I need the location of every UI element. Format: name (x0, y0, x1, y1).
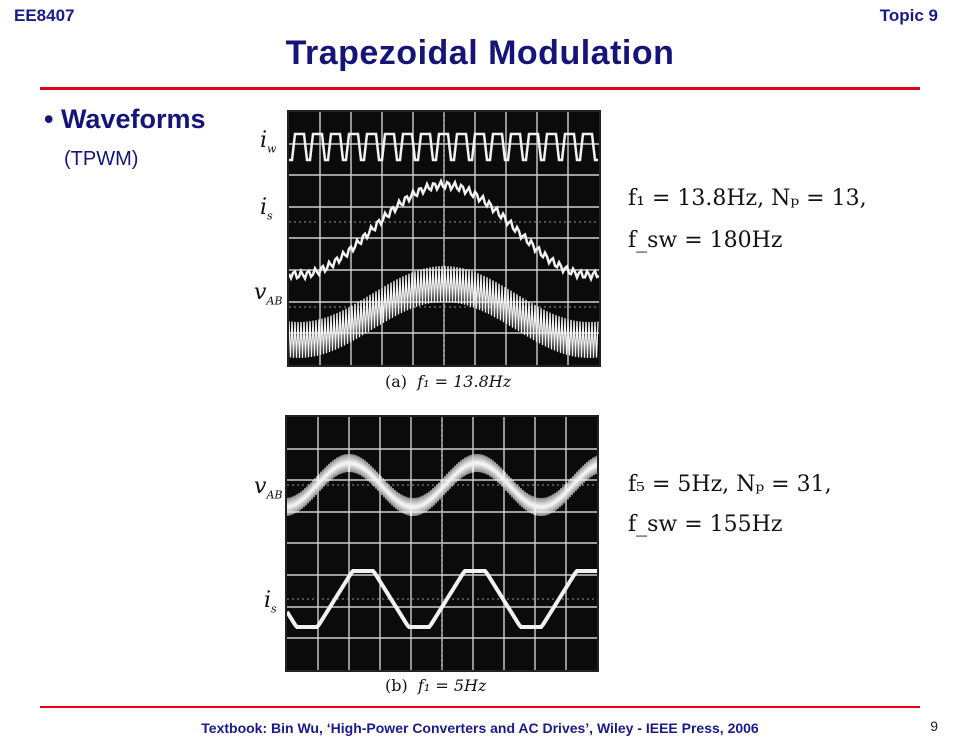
trace-is-a (289, 177, 599, 283)
signal-label-iw: iw (260, 128, 277, 156)
oscilloscope-trace-a (287, 110, 601, 367)
params-b-line1: f₅ = 5Hz, Nₚ = 31, (628, 472, 832, 497)
caption-b: (b) f₁ = 5Hz (385, 676, 487, 695)
scope-a-dotted-axes (289, 112, 599, 365)
signal-label-is-b: is (264, 588, 277, 616)
scope-b-svg (287, 417, 597, 670)
footer-divider (40, 706, 920, 708)
title-divider (40, 87, 920, 90)
trace-is-b (287, 569, 597, 629)
params-a-line1: f₁ = 13.8Hz, Nₚ = 13, (628, 186, 867, 211)
signal-label-is: is (260, 195, 273, 223)
scope-a-svg (289, 112, 599, 365)
topic-label: Topic 9 (879, 6, 938, 25)
bullet-subheading: (TPWM) (64, 148, 139, 170)
trace-vab-a (289, 265, 599, 359)
trace-iw-a (289, 132, 598, 162)
caption-a: (a) f₁ = 13.8Hz (385, 372, 512, 391)
trace-vab-b (287, 453, 597, 517)
footer-citation: Textbook: Bin Wu, ‘High-Power Converters… (201, 720, 759, 736)
signal-label-vab-b: vAB (254, 474, 283, 502)
slide-title: Trapezoidal Modulation (285, 34, 675, 72)
params-a-line2: f_sw = 180Hz (628, 228, 783, 253)
page-number: 9 (930, 718, 938, 734)
params-b-line2: f_sw = 155Hz (628, 512, 783, 537)
oscilloscope-trace-b (285, 415, 599, 672)
scope-b-dotted-axes (287, 417, 597, 670)
signal-label-vab: vAB (254, 280, 283, 308)
bullet-heading: • Waveforms (44, 104, 206, 134)
course-code: EE8407 (14, 6, 75, 25)
